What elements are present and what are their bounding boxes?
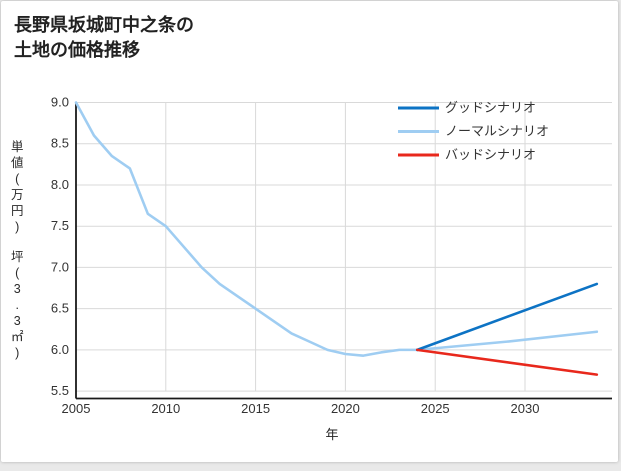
svg-text:7.0: 7.0 bbox=[51, 259, 69, 274]
svg-text:9.0: 9.0 bbox=[51, 95, 69, 110]
svg-text:6.0: 6.0 bbox=[51, 342, 69, 357]
svg-text:2025: 2025 bbox=[421, 401, 450, 416]
svg-text:2005: 2005 bbox=[62, 401, 91, 416]
svg-text:2010: 2010 bbox=[151, 401, 180, 416]
svg-text:8.0: 8.0 bbox=[51, 177, 69, 192]
svg-text:2020: 2020 bbox=[331, 401, 360, 416]
svg-text:2015: 2015 bbox=[241, 401, 270, 416]
svg-text:グッドシナリオ: グッドシナリオ bbox=[445, 100, 536, 115]
svg-text:6.5: 6.5 bbox=[51, 301, 69, 316]
svg-text:ノーマルシナリオ: ノーマルシナリオ bbox=[445, 124, 549, 139]
svg-text:7.5: 7.5 bbox=[51, 218, 69, 233]
svg-text:年: 年 bbox=[325, 427, 338, 442]
svg-text:8.5: 8.5 bbox=[51, 136, 69, 151]
svg-text:バッドシナリオ: バッドシナリオ bbox=[445, 147, 536, 162]
svg-text:5.5: 5.5 bbox=[51, 383, 69, 398]
svg-text:2030: 2030 bbox=[511, 401, 540, 416]
